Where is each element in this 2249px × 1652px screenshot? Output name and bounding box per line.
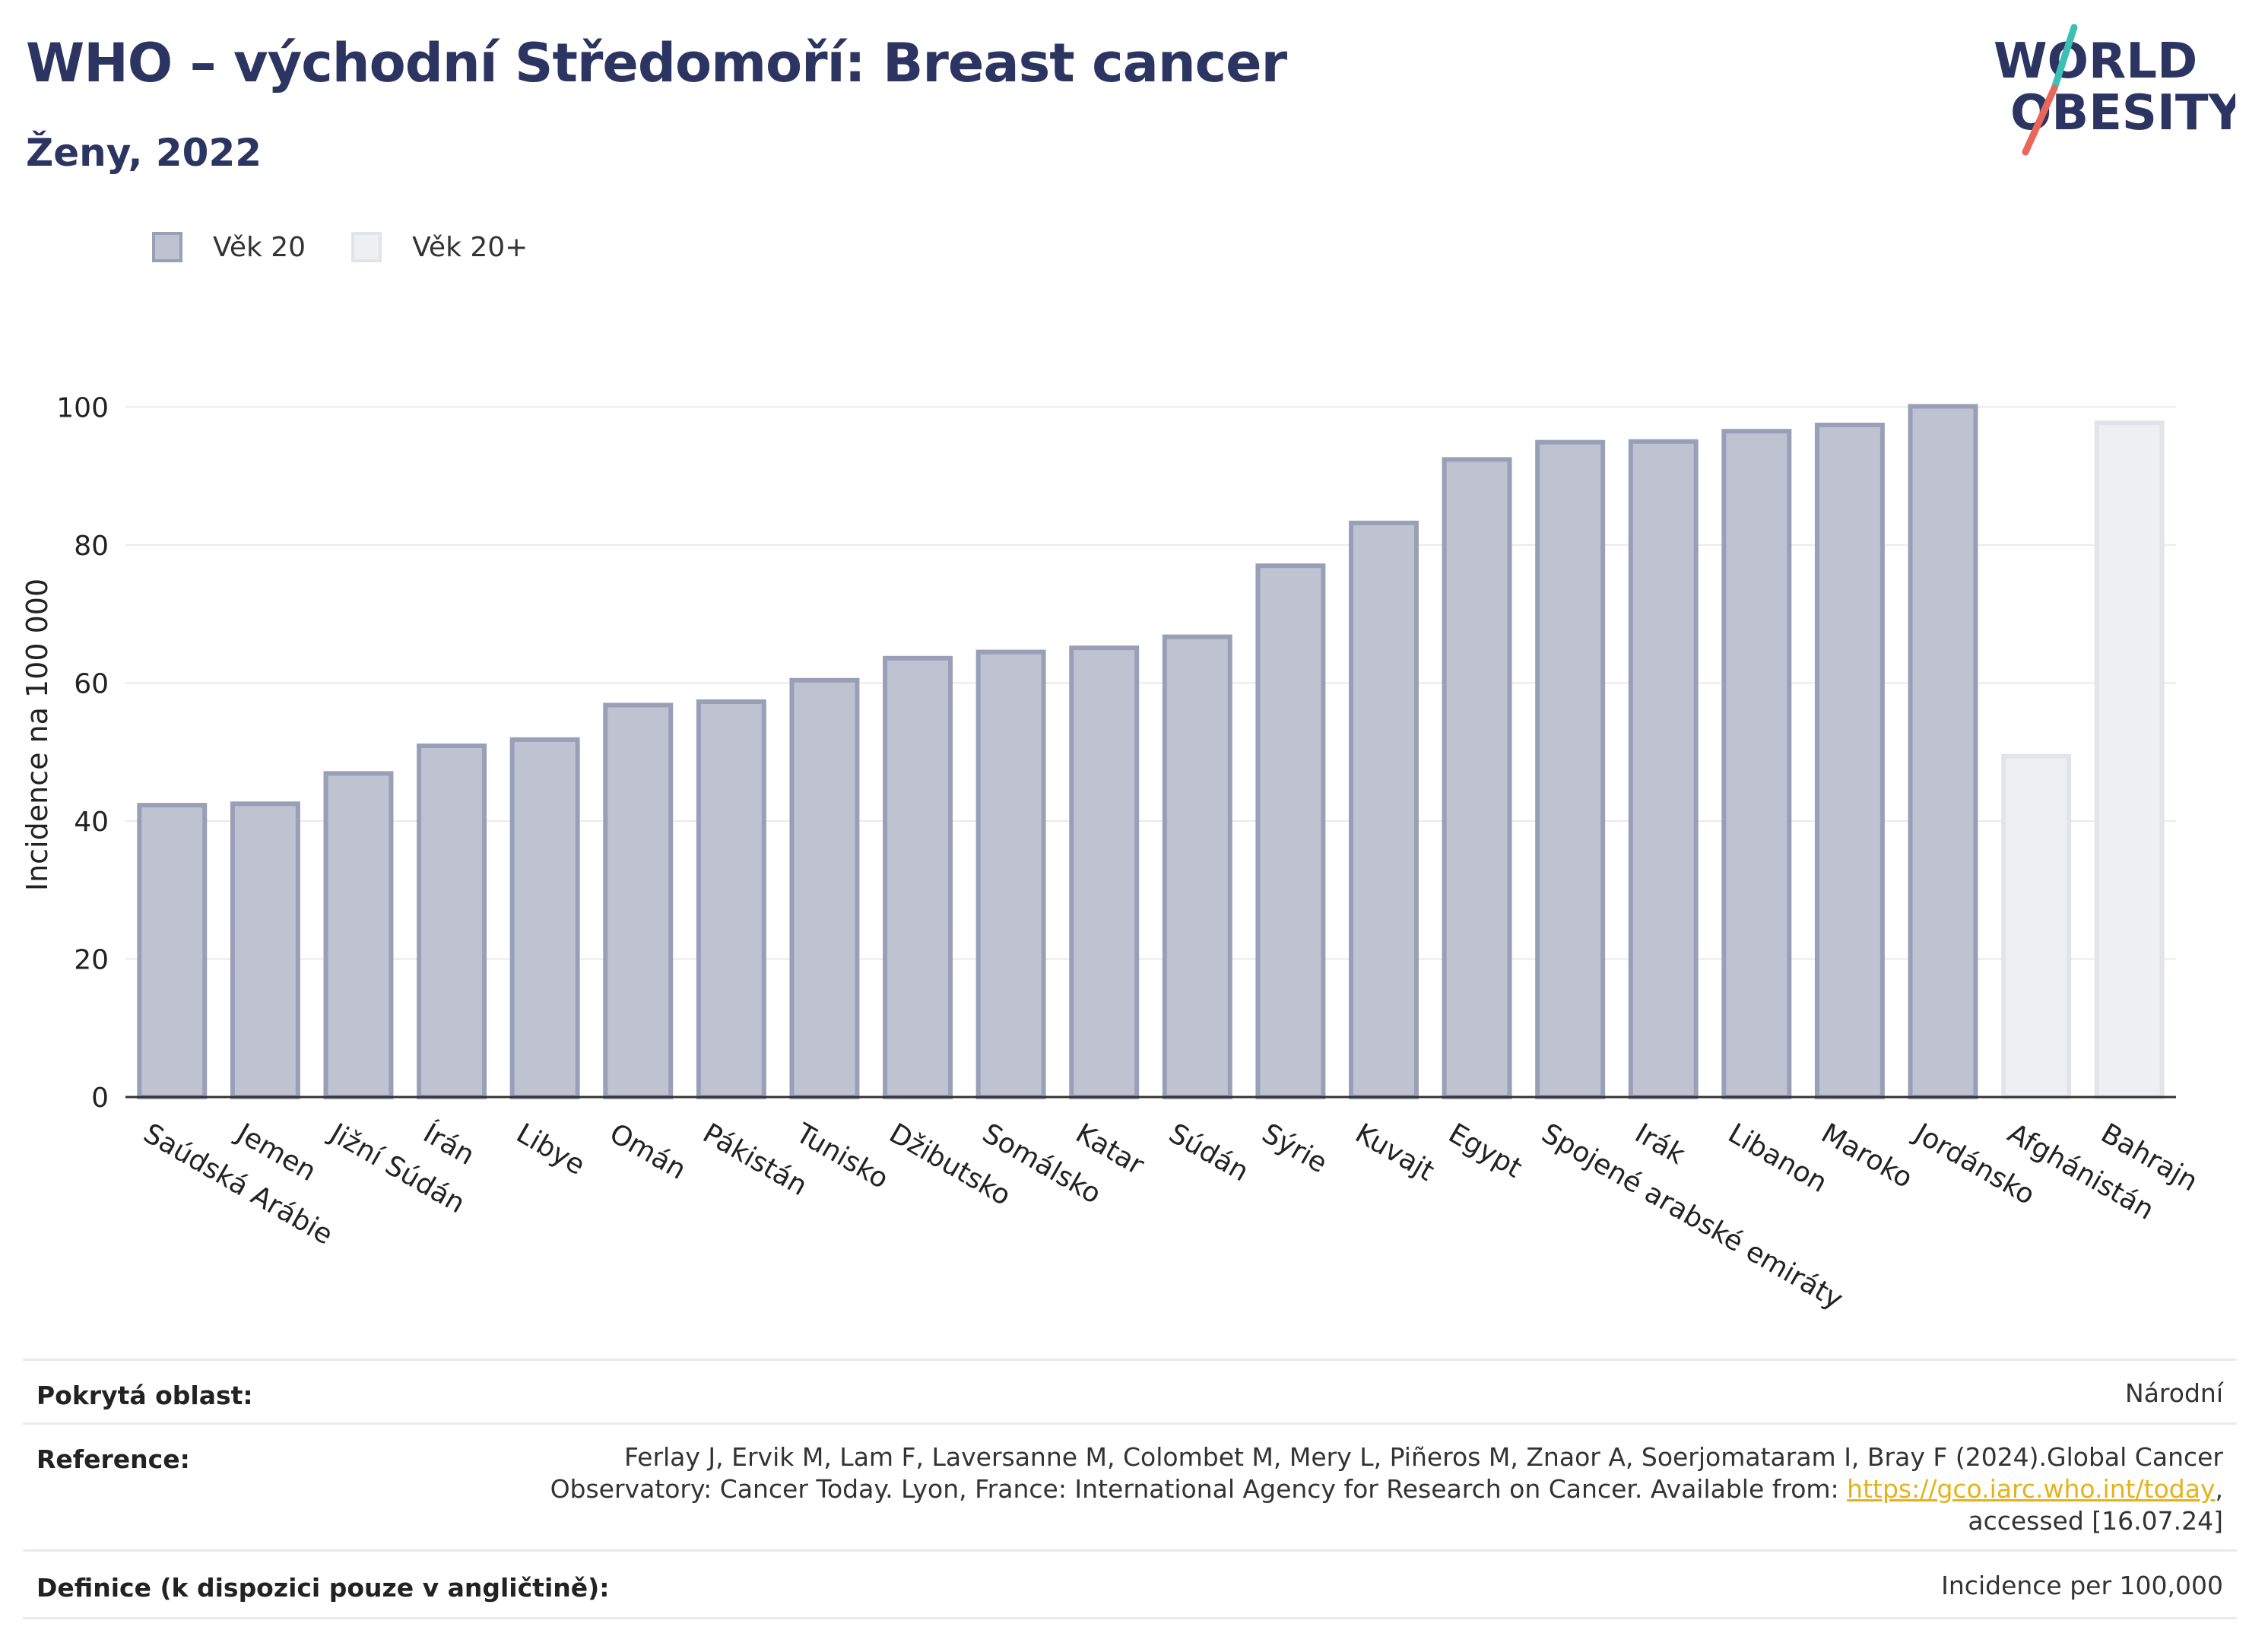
y-axis-ticks: 0 20 40 60 80 100 (56, 392, 109, 1114)
legend-item-vek-20[interactable]: Věk 20 (152, 232, 306, 263)
y-tick-label: 60 (74, 668, 109, 699)
x-tick-label: Libanon (1723, 1118, 1832, 1199)
bar-tunisko[interactable] (789, 677, 860, 1099)
info-row-definition: Definice (k dispozici pouze v angličtině… (23, 1549, 2237, 1619)
y-tick-label: 80 (74, 531, 109, 562)
bar-jemen[interactable] (230, 801, 300, 1100)
page-title: WHO – východní Středomoří: Breast cancer (26, 32, 1287, 94)
chart-bars (137, 404, 2165, 1100)
reference-line-2-end: , (2215, 1474, 2224, 1504)
x-tick-label: Libye (511, 1118, 590, 1181)
x-tick-label: Egypt (1443, 1118, 1527, 1184)
x-tick-label: Maroko (1816, 1118, 1918, 1194)
bar-saúdská-arábie[interactable] (137, 803, 208, 1099)
y-tick-label: 40 (74, 807, 109, 838)
bar-kuvajt[interactable] (1349, 520, 1419, 1099)
reference-line-3: accessed [16.07.24] (1968, 1506, 2223, 1536)
bar-irák[interactable] (1628, 439, 1699, 1099)
bar-egypt[interactable] (1442, 457, 1512, 1099)
bar-libye[interactable] (509, 737, 580, 1099)
reference-line-2: Observatory: Cancer Today. Lyon, France:… (550, 1473, 2223, 1505)
bar-somálsko[interactable] (975, 649, 1046, 1099)
reference-line-1: Ferlay J, Ervik M, Lam F, Laversanne M, … (623, 1442, 2223, 1472)
reference-value: Ferlay J, Ervik M, Lam F, Laversanne M, … (550, 1441, 2223, 1537)
world-obesity-logo: WORLD OBESITY (1994, 24, 2235, 156)
info-row-coverage: Pokrytá oblast: Národní (23, 1359, 2237, 1422)
bar-jižní-súdán[interactable] (323, 771, 394, 1099)
coverage-value: Národní (2125, 1378, 2223, 1408)
bar-maroko[interactable] (1814, 422, 1885, 1099)
y-tick-label: 0 (91, 1083, 109, 1114)
x-tick-label: Irák (1629, 1118, 1690, 1171)
bar-bahrajn[interactable] (2094, 420, 2165, 1099)
x-tick-label: Pákistán (697, 1118, 812, 1202)
y-axis-label: Incidence na 100 000 (21, 579, 54, 891)
x-tick-label: Omán (604, 1118, 691, 1186)
x-tick-label: Spojené arabské emiráty (1537, 1118, 1848, 1315)
bar-afghánistán[interactable] (2001, 753, 2072, 1099)
reference-label: Reference: (36, 1444, 190, 1474)
bar-súdán[interactable] (1162, 634, 1232, 1099)
y-tick-label: 20 (74, 944, 109, 975)
page-subtitle: Ženy, 2022 (26, 131, 262, 175)
info-row-reference: Reference: Ferlay J, Ervik M, Lam F, Lav… (23, 1422, 2237, 1549)
bar-pákistán[interactable] (696, 699, 766, 1099)
bar-jordánsko[interactable] (1908, 404, 1978, 1099)
definition-label: Definice (k dispozici pouze v angličtině… (36, 1573, 610, 1603)
reference-line-2-text: Observatory: Cancer Today. Lyon, France:… (550, 1474, 1848, 1504)
bar-libanon[interactable] (1721, 429, 1792, 1099)
x-tick-label: Sýrie (1257, 1118, 1332, 1179)
x-tick-label: Kuvajt (1350, 1118, 1439, 1187)
bar-írán[interactable] (417, 744, 487, 1099)
bar-spojené-arabské-emiráty[interactable] (1535, 439, 1606, 1099)
legend-label: Věk 20 (213, 231, 306, 263)
logo-slash-coral (2022, 84, 2058, 156)
logo-word-world: WORLD (1994, 33, 2197, 90)
logo-slash-teal (2051, 24, 2078, 92)
chart-legend: Věk 20 Věk 20+ (152, 224, 573, 270)
definition-value: Incidence per 100,000 (1941, 1571, 2223, 1600)
bar-džibutsko[interactable] (883, 655, 953, 1099)
bar-katar[interactable] (1069, 645, 1140, 1099)
coverage-label: Pokrytá oblast: (36, 1381, 253, 1410)
bar-omán[interactable] (603, 702, 674, 1099)
legend-label: Věk 20+ (412, 231, 528, 263)
legend-swatch-vek-20-plus (351, 232, 382, 262)
x-tick-label: Írán (418, 1117, 481, 1172)
bar-sýrie[interactable] (1255, 563, 1326, 1099)
legend-item-vek-20-plus[interactable]: Věk 20+ (351, 232, 528, 263)
reference-link[interactable]: https://gco.iarc.who.int/today (1847, 1474, 2216, 1504)
x-tick-label: Súdán (1163, 1118, 1254, 1187)
y-tick-label: 100 (56, 392, 109, 423)
legend-swatch-vek-20 (152, 232, 182, 262)
